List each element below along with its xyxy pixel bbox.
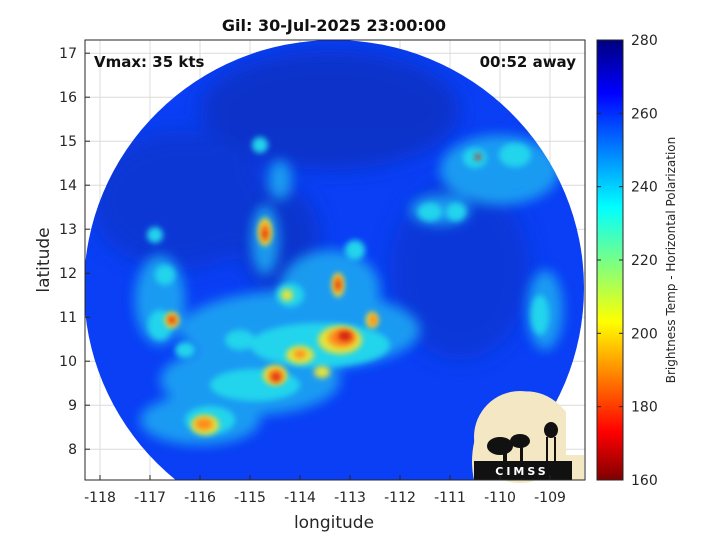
colorbar-tick-label: 240 <box>631 180 658 196</box>
x-tick-label: -109 <box>534 490 566 506</box>
brightness-temp-image <box>85 40 584 480</box>
x-axis-label: longitude <box>294 513 374 533</box>
y-tick-label: 14 <box>59 178 77 194</box>
y-tick-label: 9 <box>68 398 77 414</box>
y-axis: 8 9 10 11 12 13 14 15 16 17 <box>59 46 90 458</box>
colorbar-tick-label: 180 <box>631 400 658 416</box>
colorbar-tick-label: 220 <box>631 253 658 269</box>
cimss-logo: CIMSS <box>472 391 584 483</box>
cimss-logo-text: CIMSS <box>495 465 548 478</box>
x-tick-label: -114 <box>284 490 316 506</box>
colorbar-tick-label: 280 <box>631 33 658 49</box>
y-tick-label: 10 <box>59 354 77 370</box>
vmax-label: Vmax: 35 kts <box>94 53 204 71</box>
x-tick-label: -112 <box>384 490 416 506</box>
y-tick-label: 12 <box>59 266 77 282</box>
plot-title: Gil: 30-Jul-2025 23:00:00 <box>222 16 446 35</box>
colorbar-tick-label: 260 <box>631 106 658 122</box>
colorbar <box>596 39 624 481</box>
x-tick-label: -117 <box>134 490 166 506</box>
x-tick-label: -118 <box>84 490 116 506</box>
y-tick-label: 8 <box>68 442 77 458</box>
y-axis-label: latitude <box>34 227 54 292</box>
y-tick-label: 15 <box>59 134 77 150</box>
y-tick-label: 16 <box>59 90 77 106</box>
x-tick-label: -116 <box>184 490 216 506</box>
x-tick-label: -111 <box>434 490 466 506</box>
x-axis: -118 -117 -116 -115 -114 -113 -112 -111 -110 -109 <box>84 475 566 506</box>
away-label: 00:52 away <box>480 53 577 71</box>
x-tick-label: -115 <box>234 490 266 506</box>
y-tick-label: 13 <box>59 222 77 238</box>
y-tick-label: 11 <box>59 310 77 326</box>
colorbar-label: Brightness Temp - Horizontal Polarizatio… <box>664 137 678 384</box>
colorbar-tick-label: 200 <box>631 326 658 342</box>
colorbar-tick-label: 160 <box>631 473 658 489</box>
x-tick-label: -113 <box>334 490 366 506</box>
x-tick-label: -110 <box>484 490 516 506</box>
y-tick-label: 17 <box>59 46 77 62</box>
colorbar-ticks: 160 180 200 220 240 260 280 <box>597 33 658 489</box>
